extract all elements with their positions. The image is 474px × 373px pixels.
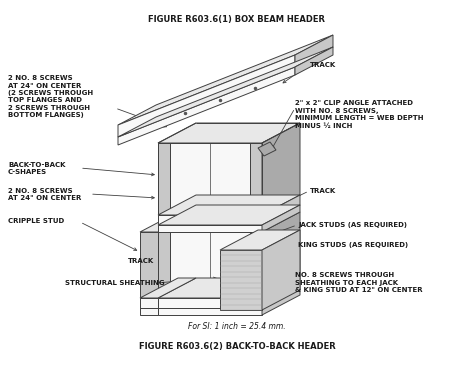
Polygon shape	[262, 212, 300, 298]
Polygon shape	[158, 123, 300, 143]
Text: FIGURE R603.6(1) BOX BEAM HEADER: FIGURE R603.6(1) BOX BEAM HEADER	[148, 15, 326, 24]
Polygon shape	[158, 205, 300, 225]
Polygon shape	[250, 232, 262, 298]
Polygon shape	[158, 278, 300, 298]
Polygon shape	[140, 212, 196, 232]
Text: STRUCTURAL SHEATHING: STRUCTURAL SHEATHING	[65, 280, 164, 286]
Text: 2 NO. 8 SCREWS
AT 24" ON CENTER: 2 NO. 8 SCREWS AT 24" ON CENTER	[8, 188, 82, 201]
Polygon shape	[262, 205, 300, 232]
Polygon shape	[118, 35, 333, 125]
Polygon shape	[140, 308, 158, 315]
Text: NO. 8 SCREWS THROUGH
SHEATHING TO EACH JACK
& KING STUD AT 12" ON CENTER: NO. 8 SCREWS THROUGH SHEATHING TO EACH J…	[295, 272, 423, 293]
Polygon shape	[158, 215, 262, 225]
Polygon shape	[158, 143, 170, 215]
Text: 2 NO. 8 SCREWS
AT 24" ON CENTER
(2 SCREWS THROUGH
TOP FLANGES AND
2 SCREWS THROU: 2 NO. 8 SCREWS AT 24" ON CENTER (2 SCREW…	[8, 75, 93, 119]
Polygon shape	[170, 143, 250, 215]
Polygon shape	[158, 232, 170, 298]
Polygon shape	[262, 123, 300, 215]
Text: FIGURE R603.6(2) BACK-TO-BACK HEADER: FIGURE R603.6(2) BACK-TO-BACK HEADER	[138, 342, 336, 351]
Text: TRACK: TRACK	[310, 188, 336, 194]
Text: TRACK: TRACK	[128, 258, 154, 264]
Polygon shape	[158, 308, 262, 315]
Polygon shape	[118, 47, 333, 137]
Polygon shape	[158, 225, 262, 232]
Text: BACK-TO-BACK
C-SHAPES: BACK-TO-BACK C-SHAPES	[8, 162, 65, 176]
Polygon shape	[118, 67, 295, 145]
Text: CRIPPLE STUD: CRIPPLE STUD	[8, 218, 64, 224]
Polygon shape	[170, 232, 250, 298]
Polygon shape	[158, 298, 262, 308]
Polygon shape	[295, 47, 333, 75]
Polygon shape	[158, 195, 300, 215]
Polygon shape	[258, 142, 276, 156]
Polygon shape	[262, 288, 300, 315]
Text: 2" x 2" CLIP ANGLE ATTACHED
WITH NO. 8 SCREWS,
MINIMUM LENGTH = WEB DEPTH
MINUS : 2" x 2" CLIP ANGLE ATTACHED WITH NO. 8 S…	[295, 100, 423, 129]
Polygon shape	[250, 143, 262, 215]
Polygon shape	[220, 250, 262, 310]
Text: KING STUDS (AS REQUIRED): KING STUDS (AS REQUIRED)	[298, 242, 408, 248]
Polygon shape	[262, 230, 300, 310]
Polygon shape	[220, 230, 300, 250]
Polygon shape	[262, 278, 300, 308]
Text: JACK STUDS (AS REQUIRED): JACK STUDS (AS REQUIRED)	[298, 222, 407, 228]
Polygon shape	[118, 55, 295, 137]
Polygon shape	[262, 195, 300, 225]
Polygon shape	[140, 278, 196, 298]
Polygon shape	[295, 35, 333, 67]
Text: TRACK: TRACK	[310, 62, 336, 68]
Polygon shape	[140, 232, 158, 298]
Polygon shape	[140, 298, 158, 308]
Text: For SI: 1 inch = 25.4 mm.: For SI: 1 inch = 25.4 mm.	[188, 322, 286, 331]
